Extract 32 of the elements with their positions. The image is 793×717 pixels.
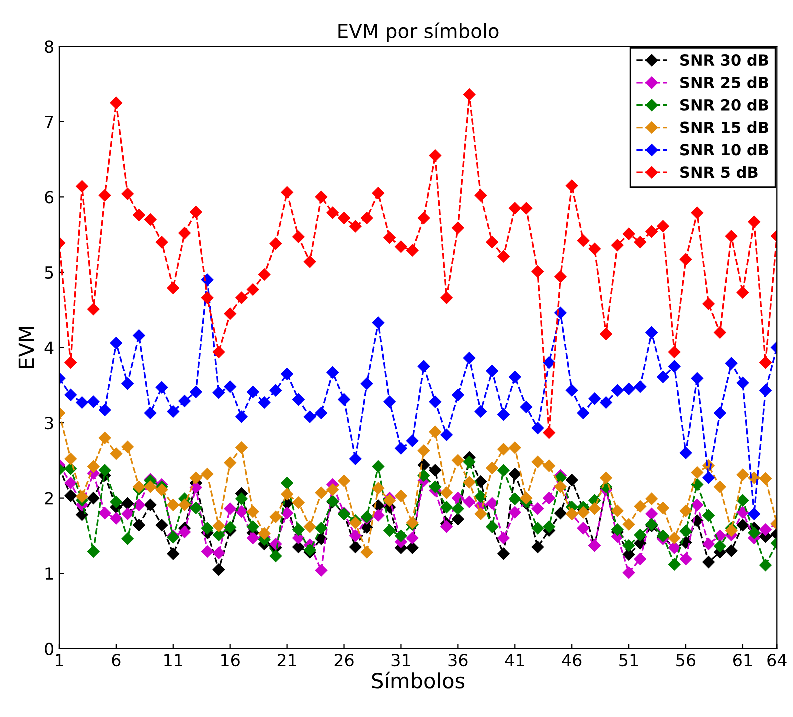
y-tick-label: 7 (45, 116, 54, 128)
legend-label: SNR 25 dB (680, 76, 768, 88)
x-tick-label: 46 (562, 654, 582, 667)
y-tick-label: 1 (46, 568, 54, 580)
x-axis-title: Símbolos (372, 672, 465, 689)
y-tick-label: 4 (44, 342, 54, 354)
legend-label: SNR 5 dB (680, 166, 758, 178)
x-tick-label: 11 (164, 654, 182, 666)
legend-label: SNR 30 dB (680, 54, 768, 66)
x-tick-label: 61 (734, 654, 752, 667)
y-tick-label: 5 (45, 266, 54, 280)
x-tick-label: 41 (505, 654, 524, 666)
x-tick-label: 36 (448, 654, 468, 667)
y-axis-title: EVM (18, 327, 34, 368)
x-tick-label: 51 (620, 654, 638, 667)
legend-label: SNR 15 dB (680, 122, 768, 134)
y-tick-label: 2 (45, 492, 53, 505)
y-tick-label: 3 (45, 416, 54, 430)
legend-label: SNR 10 dB (680, 144, 768, 156)
x-tick-label: 1 (56, 654, 64, 666)
y-tick-label: 6 (45, 191, 54, 204)
y-tick-label: 8 (45, 40, 54, 54)
legend-label: SNR 20 dB (680, 99, 768, 111)
x-tick-label: 26 (334, 654, 354, 667)
x-tick-label: 16 (222, 654, 240, 667)
chart-title: EVM por símbolo (338, 22, 499, 42)
x-tick-label: 6 (112, 654, 121, 667)
x-tick-label: 31 (392, 654, 410, 667)
x-tick-label: 56 (676, 654, 696, 667)
y-tick-label: 0 (45, 642, 54, 656)
x-tick-label: 21 (278, 654, 296, 666)
x-tick-label: 64 (768, 654, 787, 667)
